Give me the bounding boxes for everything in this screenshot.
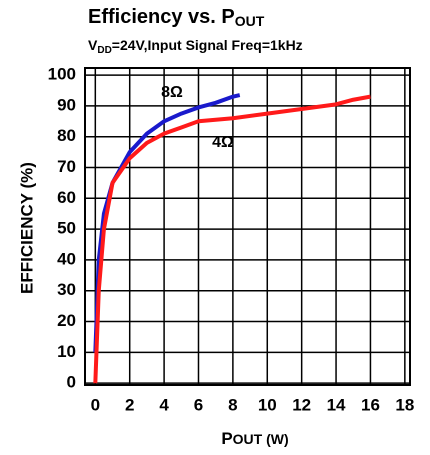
x-tick-label: 8 [228,395,237,414]
y-tick-label: 90 [57,95,76,114]
line-series [93,93,241,353]
chart-subtitle: VDD=24V,Input Signal Freq=1kHz [88,37,303,56]
x-tick-label: 16 [361,395,380,414]
y-tick-label: 40 [57,249,76,268]
x-tick-label: 12 [292,395,311,414]
x-tick-label: 14 [327,395,346,414]
y-tick-label: 100 [48,65,76,84]
plot-frame [84,67,411,386]
x-tick-label: 10 [258,395,277,414]
y-tick-label: 60 [57,188,76,207]
y-axis-label: EFFICIENCY (%) [17,162,36,294]
line-series [93,94,371,384]
x-axis-label: POUT (W) [221,429,288,448]
y-tick-label: 50 [57,219,76,238]
x-tick-label: 2 [125,395,134,414]
x-tick-label: 4 [159,395,169,414]
y-tick-label: 10 [57,342,76,361]
y-tick-label: 20 [57,311,76,330]
series-label: 4Ω [212,134,234,151]
chart-title: Efficiency vs. POUT [88,6,265,28]
x-tick-label: 0 [91,395,100,414]
y-tick-label: 0 [67,373,76,392]
y-tick-label: 70 [57,157,76,176]
y-tick-label: 80 [57,126,76,145]
series-label: 8Ω [161,84,183,101]
x-tick-label: 6 [194,395,203,414]
x-tick-label: 18 [395,395,414,414]
y-tick-label: 30 [57,280,76,299]
